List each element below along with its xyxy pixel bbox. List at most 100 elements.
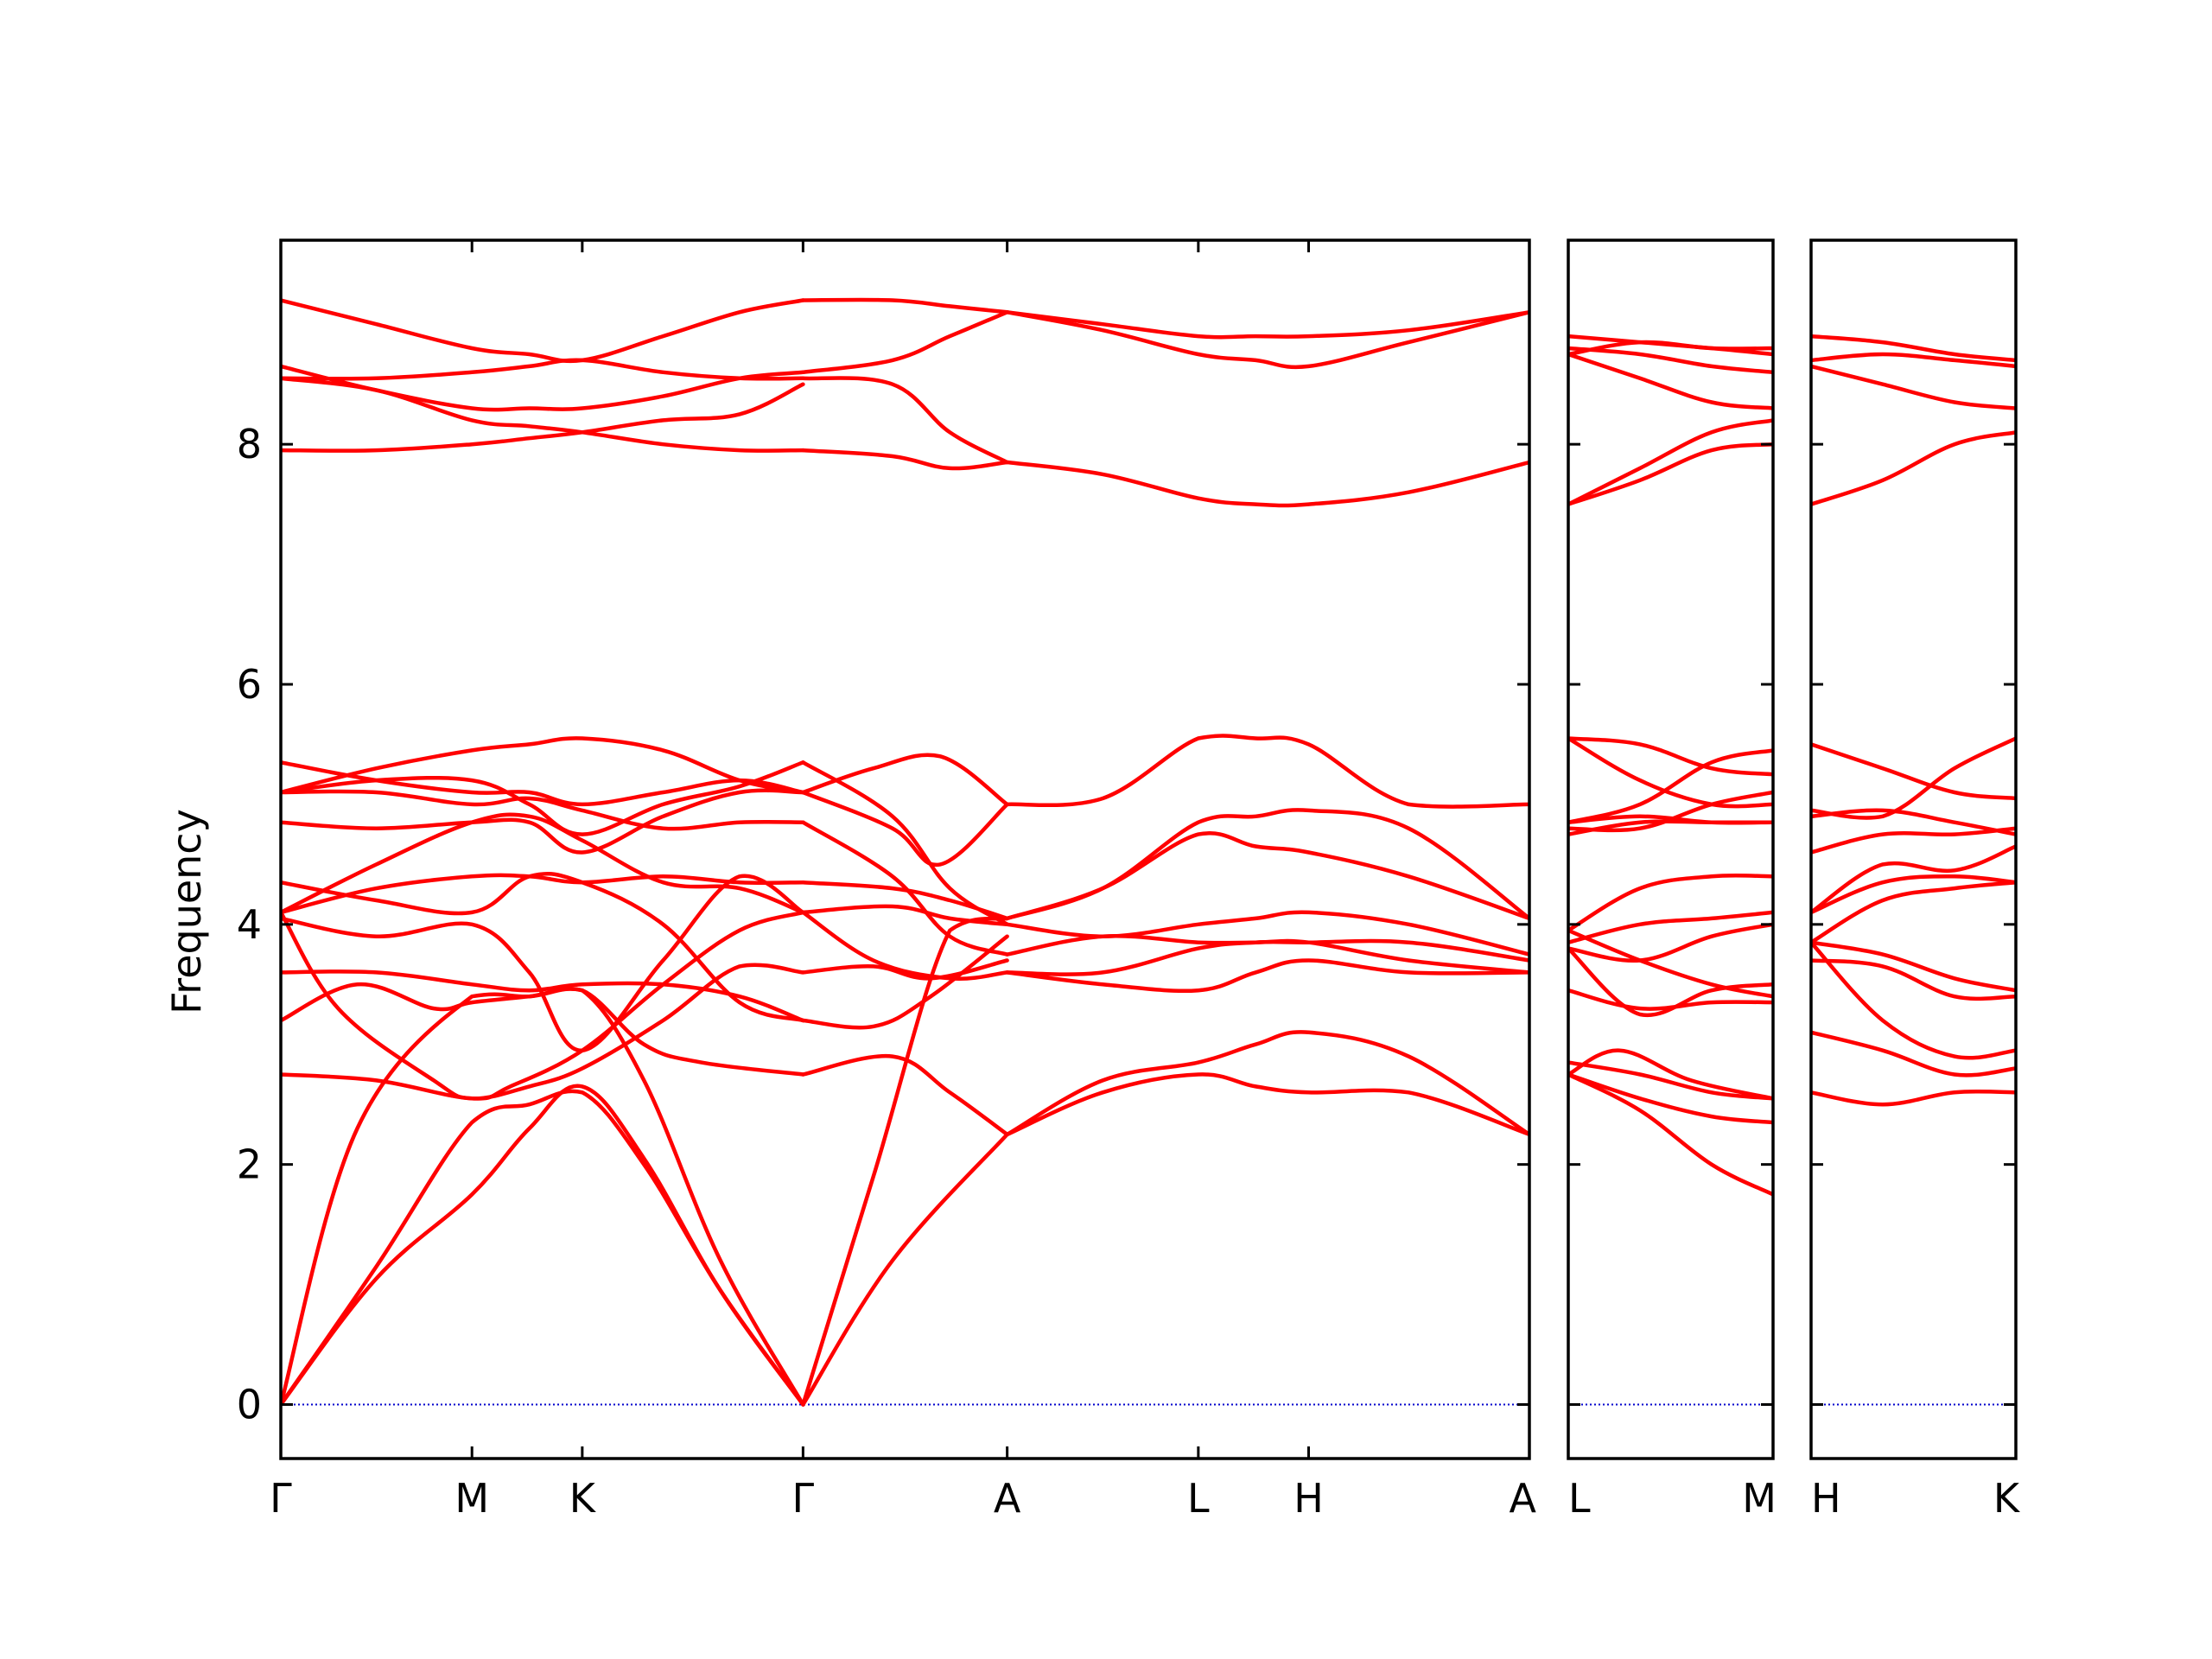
phonon-band: [1568, 910, 1773, 944]
phonon-band: [1811, 844, 2016, 915]
phonon-band: [1811, 364, 2016, 410]
panel-1: 0 2 4 6 8 Γ M K Γ A L H A: [237, 238, 1537, 1522]
x-tick-label: K: [569, 1475, 597, 1522]
phonon-band: [1568, 346, 1773, 375]
panel-frame: [279, 238, 1531, 1460]
phonon-band: [1568, 1048, 1773, 1101]
x-tick-label: A: [1510, 1475, 1537, 1522]
phonon-band: [801, 934, 1009, 1030]
y-tick-label: 2: [237, 1141, 262, 1188]
phonon-band: [1568, 352, 1773, 410]
phonon-band: [281, 760, 805, 836]
band-group: [1811, 334, 2016, 1107]
phonon-band: [281, 910, 805, 1101]
phonon-band: [1811, 1089, 2016, 1107]
phonon-band: [1568, 442, 1773, 506]
x-tick-label: Γ: [792, 1475, 815, 1522]
phonon-band: [281, 376, 805, 453]
phonon-band: [1568, 736, 1773, 777]
phonon-band: [281, 812, 805, 915]
phonon-band: [1568, 922, 1773, 963]
phonon-band: [1811, 958, 2016, 1001]
phonon-band: [281, 871, 805, 1023]
phonon-band: [801, 310, 1009, 375]
x-tick-label: L: [1187, 1475, 1210, 1522]
phonon-band: [281, 1084, 805, 1407]
phonon-band: [1811, 430, 2016, 506]
phonon-band: [1005, 734, 1529, 809]
x-tick-label: M: [1742, 1475, 1777, 1522]
phonon-band: [1568, 748, 1773, 824]
phonon-band: [1005, 310, 1529, 370]
phonon-band: [801, 448, 1009, 471]
phonon-band: [1005, 310, 1529, 340]
phonon-band: [1811, 826, 2016, 855]
phonon-band: [801, 820, 1009, 957]
phonon-band: [281, 987, 805, 1407]
phonon-band: [1568, 946, 1773, 1018]
phonon-band: [1811, 1030, 2016, 1077]
phonon-band: [1811, 736, 2016, 820]
phonon-band: [801, 790, 1009, 868]
phonon-band: [1568, 1072, 1773, 1125]
x-tick-label: H: [1294, 1475, 1324, 1522]
y-tick-label: 4: [237, 901, 262, 948]
phonon-band: [1568, 790, 1773, 833]
phonon-band: [1811, 334, 2016, 363]
phonon-band: [1005, 831, 1529, 921]
phonon-band: [801, 1053, 1009, 1137]
phonon-band: [1811, 352, 2016, 369]
phonon-band: [281, 874, 805, 1052]
phonon-band: [1005, 1072, 1529, 1137]
phonon-band: [281, 910, 805, 1101]
panel-frame: [1567, 238, 1775, 1460]
phonon-band: [1568, 736, 1773, 809]
phonon-band: [281, 789, 805, 831]
phonon-band: [1005, 910, 1529, 957]
phonon-band: [1005, 1030, 1529, 1137]
phonon-band: [801, 753, 1009, 807]
band-group: [281, 297, 1529, 1407]
phonon-band: [1568, 1060, 1773, 1101]
phonon-band: [281, 1089, 805, 1407]
y-tick-label: 0: [237, 1381, 262, 1427]
phonon-band: [281, 382, 805, 453]
phonon-band: [1811, 742, 2016, 801]
phonon-band: [281, 298, 805, 364]
phonon-band: [281, 982, 805, 1077]
panel-frame: [1809, 238, 2018, 1460]
phonon-band: [801, 904, 1009, 927]
phonon-band: [801, 376, 1009, 465]
y-axis-label: Frequency: [163, 809, 210, 1014]
x-tick-label: H: [1811, 1475, 1841, 1522]
phonon-band: [1005, 808, 1529, 921]
phonon-band: [1568, 873, 1773, 933]
x-tick-label: L: [1568, 1475, 1591, 1522]
phonon-band: [801, 910, 1009, 982]
phonon-band: [1811, 940, 2016, 1060]
phonon-band: [281, 736, 805, 795]
x-tick-label: A: [994, 1475, 1021, 1522]
phonon-band: [1005, 958, 1529, 994]
phonon-band: [281, 358, 805, 381]
x-tick-label: K: [1993, 1475, 2021, 1522]
phonon-band: [281, 364, 805, 412]
x-tick-label: M: [454, 1475, 489, 1522]
phonon-band: [281, 873, 805, 915]
phonon-band: [1568, 334, 1773, 357]
phonon-band: [1811, 874, 2016, 915]
phonon-band: [801, 916, 1009, 1407]
y-tick-label: 8: [237, 421, 262, 467]
x-tick-label: Γ: [270, 1475, 292, 1522]
phonon-band: [1811, 808, 2016, 836]
phonon-band: [1005, 460, 1529, 508]
band-group: [1568, 334, 1773, 1197]
phonon-band: [801, 760, 1009, 927]
phonon-band: [1568, 418, 1773, 506]
phonon-band: [1568, 988, 1773, 1011]
phonon-band: [1568, 928, 1773, 999]
